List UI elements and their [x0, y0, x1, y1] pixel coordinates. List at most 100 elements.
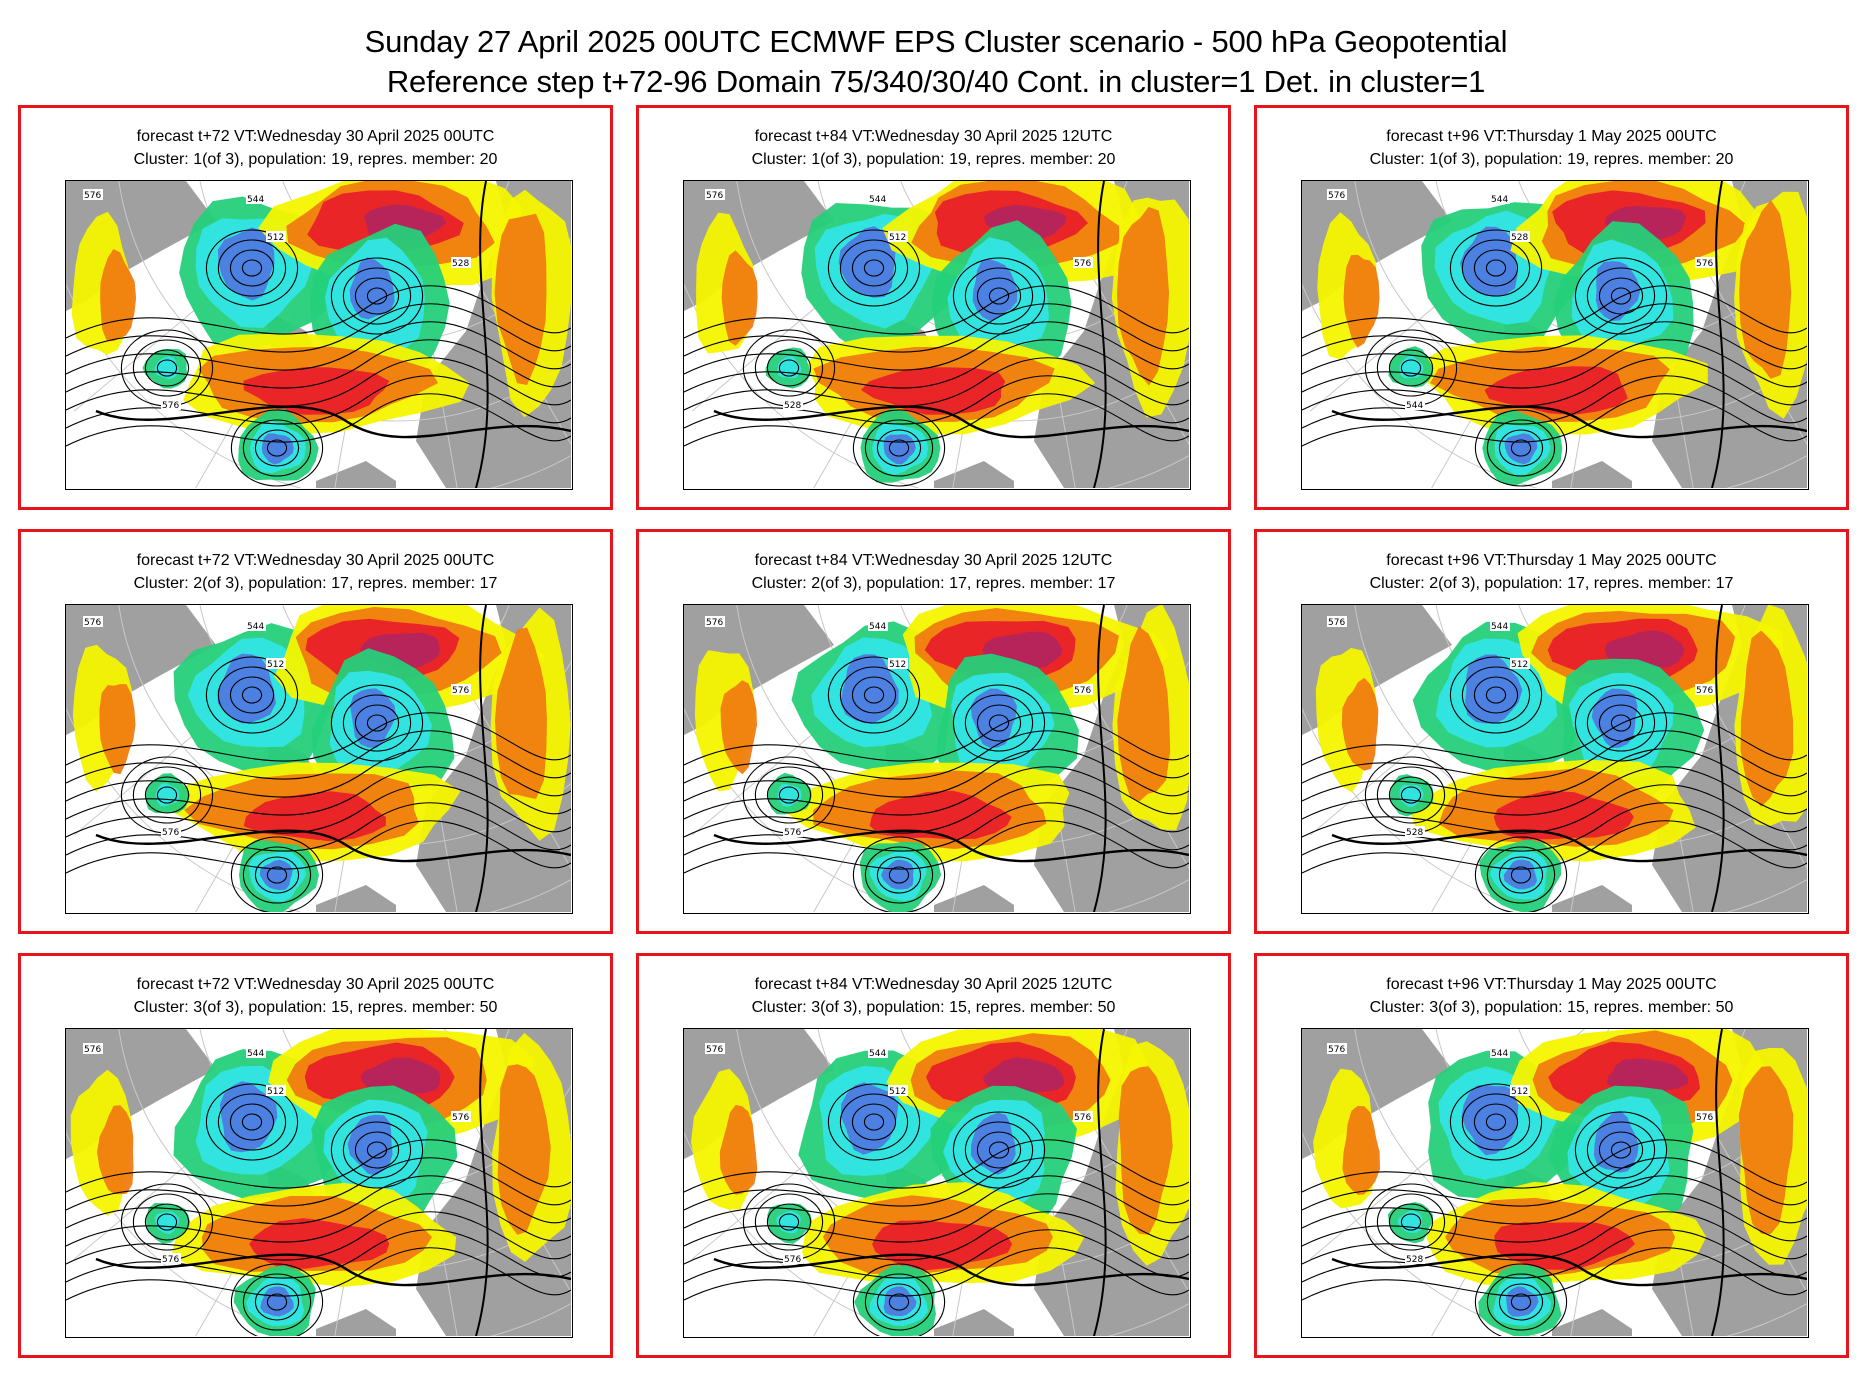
contour-label-text: 528: [1511, 233, 1528, 243]
low-contour: [366, 714, 388, 732]
low-contour: [888, 1293, 910, 1311]
contour-label-box: [1510, 231, 1530, 242]
anomaly-strong-low: [970, 688, 1017, 748]
contour-label-box: [705, 1043, 725, 1054]
contour-label-text: 576: [1696, 1113, 1713, 1123]
contour-label: 576: [1073, 684, 1093, 696]
contour-label: 544: [246, 193, 266, 205]
low-contour: [1376, 339, 1446, 397]
low-contour: [1376, 1193, 1446, 1251]
low-contour: [354, 277, 400, 315]
contour-label: 512: [888, 1085, 908, 1097]
low-contour: [852, 1263, 946, 1336]
contour-line: [684, 766, 1189, 820]
anomaly-map: 576 544 512 576 528: [65, 180, 573, 490]
contour-line: [66, 393, 571, 447]
contour-label: 576: [83, 616, 103, 628]
low-contour: [1510, 439, 1532, 457]
geopotential-contours: [684, 1029, 1189, 1336]
contour-line: [1302, 1157, 1807, 1211]
low-contour: [1498, 1283, 1544, 1321]
low-contour: [342, 1121, 412, 1179]
contour-label-text: 544: [869, 1049, 886, 1059]
geopotential-contours: [1302, 605, 1807, 912]
contour-line: [684, 357, 1189, 411]
africa-land: [934, 461, 1014, 488]
low-contour: [1610, 714, 1632, 732]
contour-label-text: 512: [1511, 660, 1528, 670]
geopotential-contours: [66, 1029, 571, 1336]
contour-label-text: 528: [784, 401, 801, 411]
low-contour: [205, 656, 299, 734]
contour-label: 512: [1510, 658, 1530, 670]
thick-contour: [1093, 1029, 1107, 1336]
thick-contour: [95, 405, 571, 439]
contour-label-text: 528: [1406, 1255, 1423, 1265]
anomaly-strong-high: [243, 367, 390, 415]
map-canvas: 576 544 512 576 576: [684, 1029, 1189, 1336]
contour-label: 512: [266, 231, 286, 243]
contour-label: 576: [705, 616, 725, 628]
panel-cluster-info: Cluster: 3(of 3), population: 15, repres…: [1369, 999, 1734, 1016]
low-contour: [1498, 429, 1544, 467]
contour-line: [684, 730, 1189, 784]
contour-label: 544: [246, 1047, 266, 1059]
low-contour: [1610, 1141, 1632, 1159]
anomaly-high: [1738, 1066, 1794, 1235]
low-contour: [888, 866, 910, 884]
thick-contour: [475, 181, 489, 488]
contour-label-box: [888, 231, 908, 242]
anomaly-map: 576 544 512 528 576: [1301, 604, 1809, 914]
low-contour: [1473, 676, 1519, 714]
contour-label-box: [1695, 257, 1715, 268]
contour-line: [1302, 784, 1807, 838]
contour-label-box: [1510, 658, 1530, 669]
contour-line: [1302, 748, 1807, 802]
low-contour: [1486, 419, 1556, 477]
contour-line: [1302, 820, 1807, 874]
anomaly-strong-high: [1494, 1222, 1635, 1270]
contour-label-box: [161, 399, 181, 410]
low-contour: [266, 1293, 288, 1311]
map-canvas: 576 544 512 528 576: [1302, 1029, 1807, 1336]
map-canvas: 576 544 512 528 576: [684, 181, 1189, 488]
contour-label-text: 544: [1491, 1049, 1508, 1059]
contour-label-box: [705, 616, 725, 627]
low-contour: [330, 257, 424, 335]
contour-label-box: [451, 1111, 471, 1122]
anomaly-high: [720, 680, 757, 775]
map-canvas: 576 544 512 576 576: [66, 1029, 571, 1336]
panel-forecast-time: forecast t+84 VT:Wednesday 30 April 2025…: [754, 976, 1113, 993]
anomaly-map: 576 544 512 576 576: [683, 604, 1191, 914]
low-contour: [852, 836, 946, 912]
contour-label-box: [83, 1043, 103, 1054]
low-contour: [876, 856, 922, 894]
low-contour: [242, 1273, 312, 1331]
low-contour: [1486, 846, 1556, 904]
low-contour: [1486, 1273, 1556, 1331]
anomaly-high: [1343, 254, 1380, 348]
low-contour: [988, 714, 1010, 732]
low-contour: [827, 656, 921, 734]
contour-line: [66, 339, 571, 393]
low-contour: [1473, 1103, 1519, 1141]
contour-label-box: [83, 616, 103, 627]
low-contour: [852, 409, 946, 487]
africa-land: [316, 1309, 396, 1336]
contour-label-text: 544: [869, 622, 886, 632]
anomaly-strong-high: [249, 1218, 390, 1269]
contour-label-box: [868, 193, 888, 204]
contour-line: [66, 1175, 571, 1229]
low-contour: [964, 694, 1034, 752]
contour-line: [684, 1229, 1189, 1283]
contour-line: [684, 748, 1189, 802]
thick-contour: [1093, 605, 1107, 912]
anomaly-strong-low: [1595, 261, 1641, 321]
low-contour: [988, 1141, 1010, 1159]
low-contour: [1485, 259, 1507, 277]
contour-label: 512: [888, 658, 908, 670]
low-contour: [205, 1083, 299, 1161]
low-contour: [242, 846, 312, 904]
low-contour: [1388, 1203, 1434, 1241]
low-contour: [976, 704, 1022, 742]
